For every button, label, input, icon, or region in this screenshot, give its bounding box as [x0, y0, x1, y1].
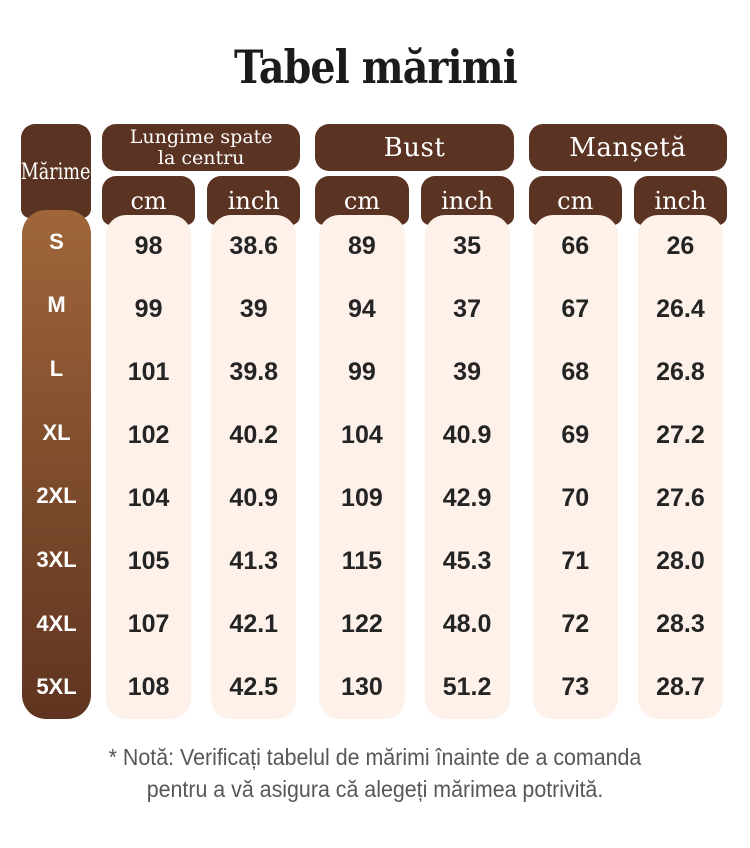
- cell-manseta-cm-xl: 69: [561, 421, 590, 449]
- cell-bust-inch-xl: 40.9: [442, 421, 492, 449]
- size-column-body: S M L XL 2XL 3XL 4XL 5XL: [22, 210, 91, 719]
- cell-manseta-inch-m: 26.4: [656, 295, 705, 323]
- cell-bust-inch-s: 35: [453, 232, 481, 260]
- cell-lungime-spate-inch-l: 39.8: [229, 358, 279, 386]
- data-column-bust-inch: 35 37 39 40.9 42.9 45.3 48.0 51.2: [424, 215, 510, 719]
- group-subrow-bust: cm 89 94 99 104 109 115 122 130 inch 35 37 39 40.9 42.…: [315, 176, 514, 719]
- data-column-lungime-spate-cm: 98 99 101 102 104 105 107 108: [106, 215, 192, 719]
- cell-bust-cm-l: 99: [348, 358, 376, 386]
- group-header-lungime-spate-line-1: Lungime spate: [129, 125, 273, 148]
- cell-manseta-cm-m: 67: [561, 295, 590, 323]
- cell-bust-cm-2xl: 109: [341, 484, 383, 512]
- cell-manseta-cm-3xl: 71: [561, 547, 590, 575]
- subcol-lungime-spate-inch: inch 38.6 39 39.8 40.2 40.9 41.3 42.1 42.5: [207, 176, 301, 719]
- cell-bust-cm-3xl: 115: [341, 547, 383, 575]
- cell-lungime-spate-inch-2xl: 40.9: [229, 484, 279, 512]
- group-header-manseta: Manșetă: [528, 124, 727, 171]
- cell-bust-inch-m: 37: [453, 295, 481, 323]
- cell-lungime-spate-inch-3xl: 41.3: [229, 547, 279, 575]
- size-label-5xl: 5XL: [36, 674, 77, 700]
- data-column-lungime-spate-inch: 38.6 39 39.8 40.2 40.9 41.3 42.1 42.5: [211, 215, 297, 719]
- cell-lungime-spate-cm-4xl: 107: [127, 610, 170, 638]
- size-label-s: S: [49, 228, 64, 254]
- cell-lungime-spate-cm-3xl: 105: [127, 547, 170, 575]
- cell-manseta-inch-2xl: 27.6: [656, 484, 705, 512]
- group-header-manseta-line-1: Manșetă: [569, 132, 687, 163]
- cell-bust-inch-5xl: 51.2: [442, 673, 492, 701]
- cell-manseta-inch-3xl: 28.0: [656, 547, 705, 575]
- group-subrow-lungime-spate: cm 98 99 101 102 104 105 107 108 inch 38.6 39 39.8 40…: [102, 176, 301, 719]
- cell-manseta-inch-xl: 27.2: [656, 421, 705, 449]
- data-column-manseta-cm: 66 67 68 69 70 71 72 73: [532, 215, 618, 719]
- group-manseta: Manșetă cm 66 67 68 69 70 71 72 73 inch 26 26.4 26.8 2…: [528, 124, 727, 719]
- subcol-manseta-inch: inch 26 26.4 26.8 27.2 27.6 28.0 28.3 28.7: [633, 176, 727, 719]
- cell-bust-inch-2xl: 42.9: [442, 484, 492, 512]
- group-bust: Bust cm 89 94 99 104 109 115 122 130 inch 35 37 39 40.…: [315, 124, 514, 719]
- size-label-xl: XL: [42, 419, 71, 445]
- subcol-lungime-spate-cm: cm 98 99 101 102 104 105 107 108: [102, 176, 196, 719]
- size-column-header: Mărime: [21, 124, 91, 218]
- group-header-bust: Bust: [315, 124, 514, 171]
- group-header-lungime-spate-line-2: la centru: [157, 146, 245, 169]
- cell-lungime-spate-inch-xl: 40.2: [229, 421, 279, 449]
- cell-lungime-spate-inch-s: 38.6: [229, 232, 279, 260]
- subcol-bust-inch: inch 35 37 39 40.9 42.9 45.3 48.0 51.2: [420, 176, 514, 719]
- size-table: Mărime S M L XL 2XL 3XL 4XL 5XL Lungime spate la…: [21, 124, 727, 719]
- cell-lungime-spate-cm-s: 98: [134, 232, 163, 260]
- size-column: Mărime S M L XL 2XL 3XL 4XL 5XL: [21, 124, 91, 719]
- data-column-manseta-inch: 26 26.4 26.8 27.2 27.6 28.0 28.3 28.7: [637, 215, 723, 719]
- cell-bust-inch-4xl: 48.0: [442, 610, 492, 638]
- data-column-bust-cm: 89 94 99 104 109 115 122 130: [319, 215, 405, 719]
- cell-bust-cm-4xl: 122: [341, 610, 383, 638]
- size-label-l: L: [49, 356, 64, 382]
- cell-bust-cm-s: 89: [348, 232, 376, 260]
- cell-lungime-spate-cm-m: 99: [134, 295, 163, 323]
- cell-manseta-cm-l: 68: [561, 358, 590, 386]
- size-label-2xl: 2XL: [36, 483, 77, 509]
- cell-manseta-cm-s: 66: [561, 232, 590, 260]
- cell-bust-inch-3xl: 45.3: [442, 547, 492, 575]
- size-label-3xl: 3XL: [36, 546, 77, 572]
- cell-lungime-spate-cm-5xl: 108: [127, 673, 170, 701]
- cell-manseta-inch-l: 26.8: [656, 358, 705, 386]
- group-lungime-spate: Lungime spate la centru cm 98 99 101 102 104 105…: [102, 124, 301, 719]
- cell-bust-cm-xl: 104: [341, 421, 383, 449]
- cell-manseta-cm-4xl: 72: [561, 610, 590, 638]
- cell-bust-inch-l: 39: [453, 358, 481, 386]
- cell-manseta-cm-2xl: 70: [561, 484, 590, 512]
- size-column-header-text: Mărime: [21, 159, 91, 185]
- cell-manseta-inch-s: 26: [666, 232, 695, 260]
- subcol-bust-cm: cm 89 94 99 104 109 115 122 130: [315, 176, 409, 719]
- group-header-bust-line-1: Bust: [383, 132, 446, 163]
- group-header-lungime-spate: Lungime spate la centru: [102, 124, 301, 171]
- footnote: * Notă: Verificați tabelul de mărimi îna…: [26, 742, 724, 805]
- cell-lungime-spate-inch-4xl: 42.1: [229, 610, 279, 638]
- footnote-line-2: pentru a vă asigura că alegeți mărimea p…: [146, 775, 604, 802]
- cell-manseta-inch-4xl: 28.3: [656, 610, 705, 638]
- cell-lungime-spate-cm-xl: 102: [127, 421, 170, 449]
- cell-bust-cm-m: 94: [348, 295, 376, 323]
- size-label-m: M: [47, 292, 66, 318]
- cell-bust-cm-5xl: 130: [341, 673, 383, 701]
- cell-lungime-spate-cm-2xl: 104: [127, 484, 170, 512]
- cell-lungime-spate-inch-m: 39: [239, 295, 268, 323]
- cell-manseta-inch-5xl: 28.7: [656, 673, 705, 701]
- size-label-4xl: 4XL: [36, 610, 77, 636]
- subcol-manseta-cm: cm 66 67 68 69 70 71 72 73: [528, 176, 622, 719]
- footnote-line-1: * Notă: Verificați tabelul de mărimi îna…: [108, 744, 642, 770]
- cell-lungime-spate-inch-5xl: 42.5: [229, 673, 279, 701]
- cell-manseta-cm-5xl: 73: [561, 673, 590, 701]
- page-title-text: Tabel mărimi: [233, 40, 518, 94]
- page-title: Tabel mărimi: [0, 40, 750, 94]
- cell-lungime-spate-cm-l: 101: [127, 358, 170, 386]
- measurement-groups: Lungime spate la centru cm 98 99 101 102 104 105…: [102, 124, 727, 719]
- group-subrow-manseta: cm 66 67 68 69 70 71 72 73 inch 26 26.4 26.8 27.2 27.6…: [528, 176, 727, 719]
